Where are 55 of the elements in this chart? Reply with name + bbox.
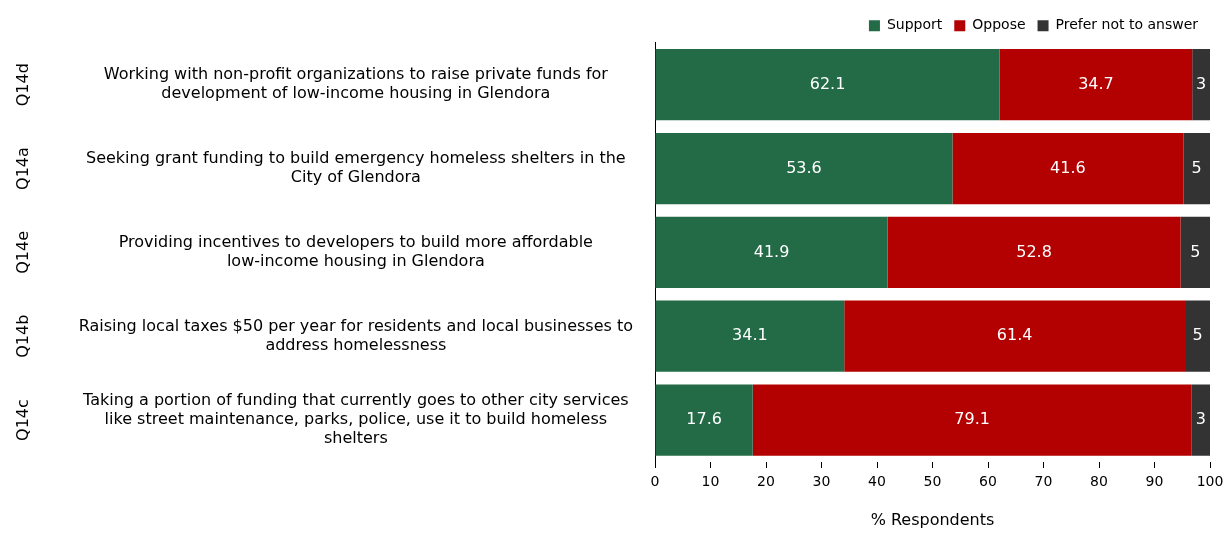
x-tick-label: 50: [923, 473, 942, 490]
text: Q14d: [13, 63, 33, 107]
data-label: 41.6: [1050, 157, 1086, 177]
text: Q14e: [13, 231, 33, 274]
bar: [1180, 216, 1210, 289]
data-label: 62.1: [809, 73, 846, 93]
data-label: 34.1: [732, 325, 768, 345]
x-axis-title: % Respondents: [870, 509, 995, 529]
data-label: 34.7: [1078, 73, 1114, 93]
bar: [655, 300, 845, 372]
legend-label: Prefer not to answer: [1055, 16, 1199, 33]
text: Q14c: [13, 399, 33, 441]
x-tick-label: 10: [701, 473, 720, 490]
y-tick-label: Providing incentives to developers to build more affordable low-income housing in Glendora: [118, 231, 593, 271]
data-label: 5: [1192, 325, 1203, 345]
x-tick-label: 100: [1196, 473, 1224, 490]
bar: [655, 49, 1000, 121]
x-tick-label: 90: [1145, 473, 1164, 490]
bar: [999, 49, 1193, 121]
bar: [655, 216, 888, 289]
data-label: 3: [1196, 73, 1207, 93]
x-tick-label: 80: [1090, 473, 1108, 490]
data-label: 79.1: [954, 409, 990, 429]
y-tick-label: Working with non-profit organizations to raise private funds for development of low-income housing in Glendora: [103, 64, 609, 103]
y-tick-label: Taking a portion of funding that currently goes to other city services like street maintenance, parks, police, use it to build homeless shelters: [82, 390, 629, 448]
bar: [655, 384, 753, 456]
text: Q14b: [13, 314, 33, 358]
data-label: 53.6: [786, 157, 822, 177]
bar: [1191, 384, 1210, 456]
data-label: 17.6: [686, 409, 722, 429]
data-label: 41.9: [753, 241, 790, 261]
data-label: 5: [1191, 157, 1202, 177]
text: Q14a: [13, 147, 33, 190]
bar: [1192, 49, 1210, 121]
legend-label: Oppose: [972, 16, 1026, 33]
bar: [952, 132, 1184, 205]
bar: [655, 132, 953, 205]
legend-label: Support: [886, 16, 943, 33]
x-tick-label: 20: [757, 473, 775, 490]
bar: [752, 384, 1192, 456]
bar: [1183, 132, 1210, 205]
x-tick-label: 40: [868, 473, 886, 490]
bar: [1185, 300, 1210, 372]
x-tick-label: 70: [1034, 473, 1053, 490]
data-label: 61.4: [996, 325, 1033, 345]
x-tick-label: 0: [650, 473, 660, 490]
x-tick-label: 30: [812, 473, 831, 490]
y-tick-label: Raising local taxes $50 per year for residents and local businesses to address homelessness: [78, 315, 633, 354]
y-tick-label: Seeking grant funding to build emergency homeless shelters in the City of Glendora: [85, 148, 626, 187]
data-label: 3: [1195, 409, 1206, 429]
data-label: 52.8: [1016, 241, 1052, 261]
bar: [887, 216, 1181, 289]
data-label: 5: [1190, 241, 1201, 261]
x-tick-label: 60: [979, 473, 997, 490]
bar: [844, 300, 1186, 372]
